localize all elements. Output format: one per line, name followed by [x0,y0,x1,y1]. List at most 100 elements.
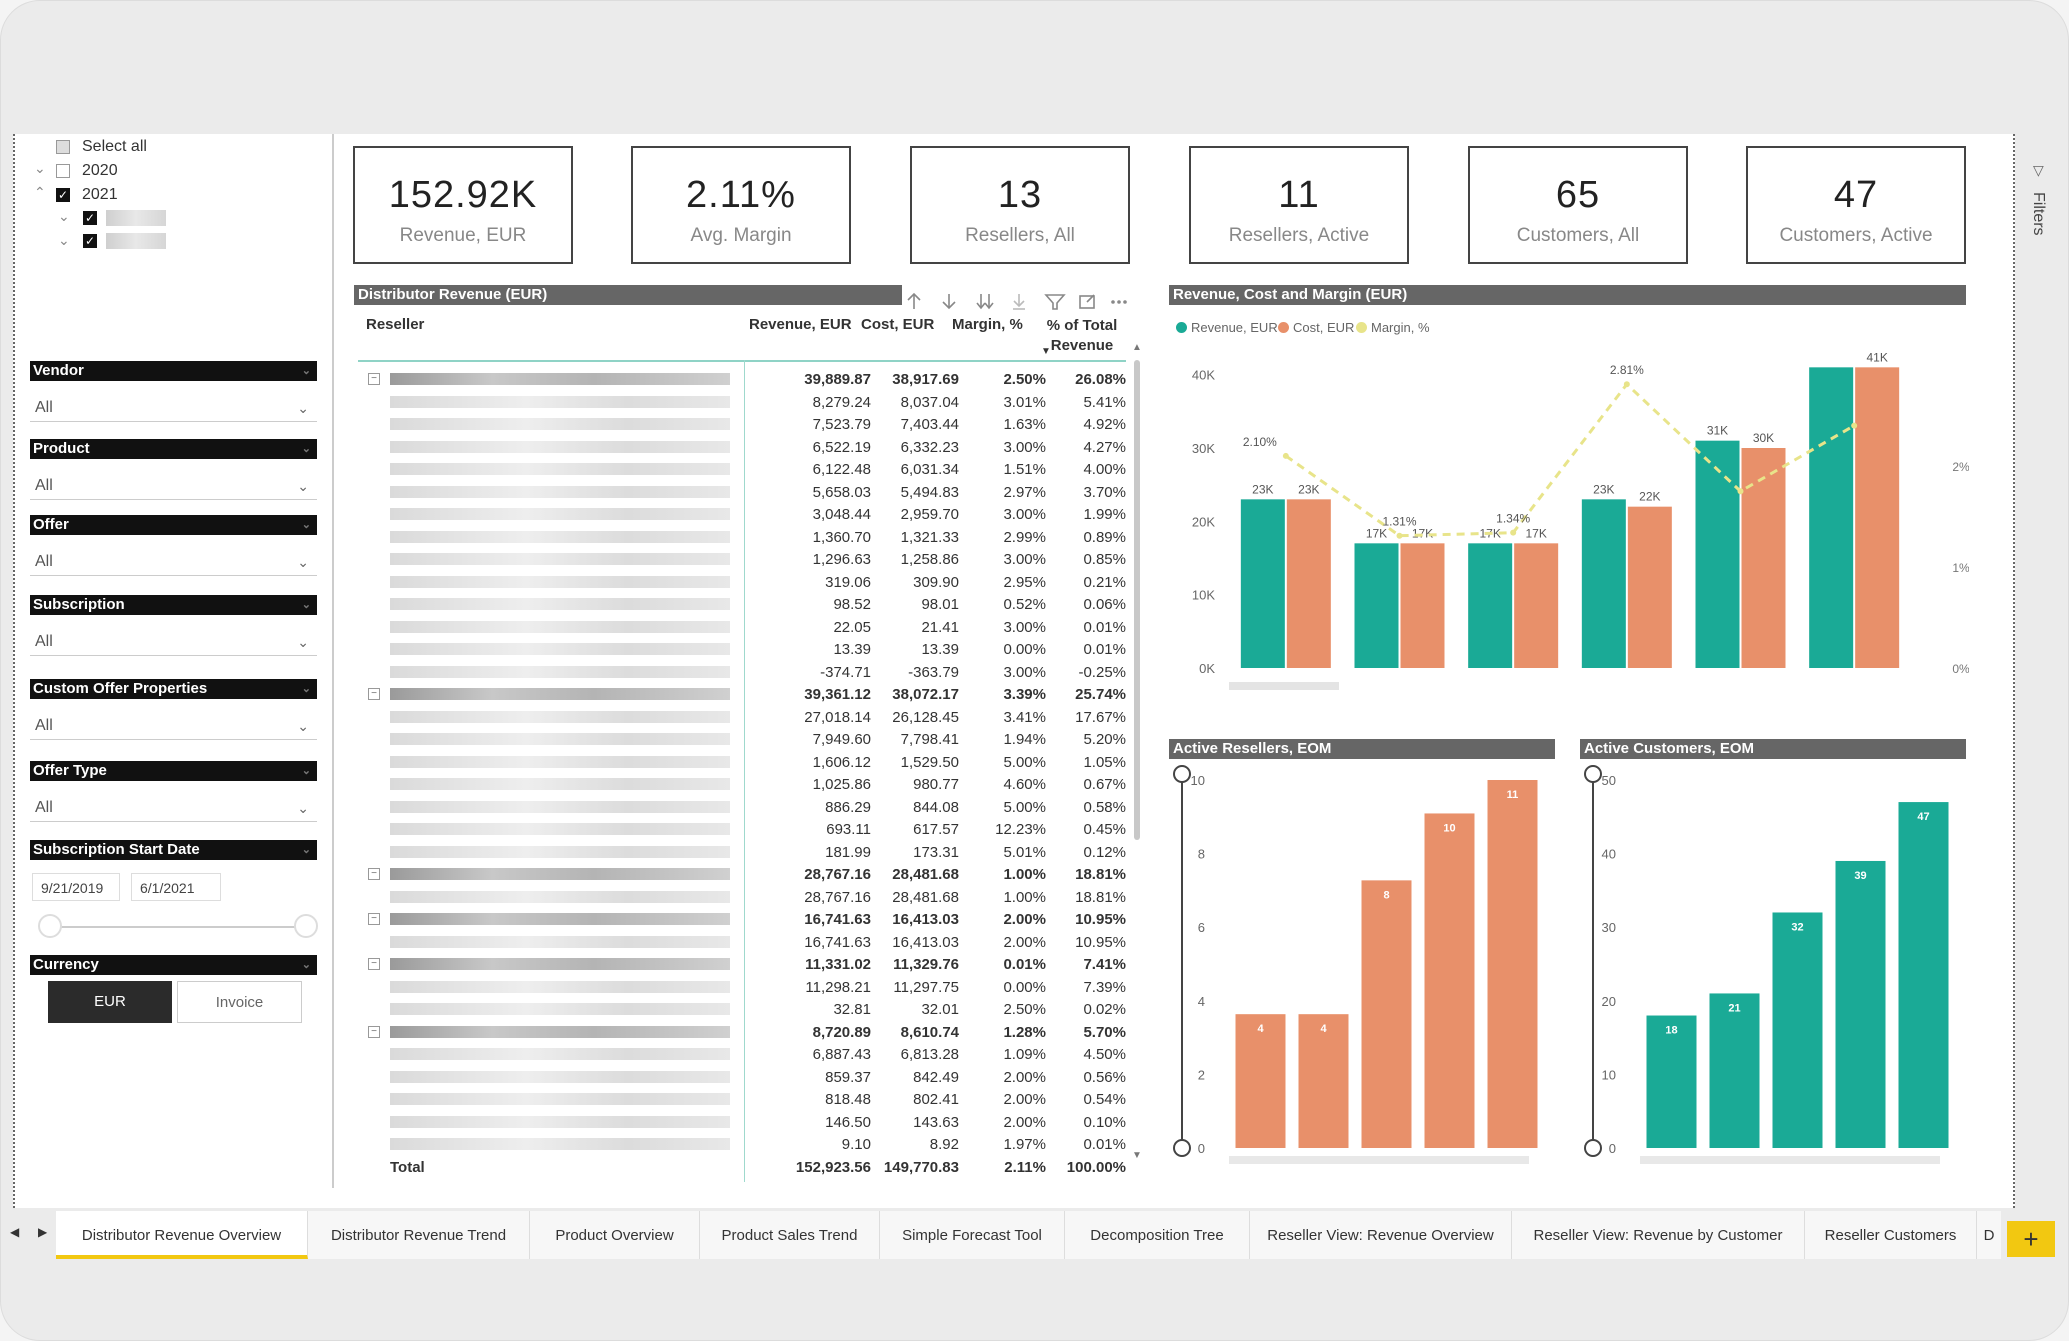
tab-scroll-right-icon[interactable]: ▶ [38,1225,48,1239]
table-row[interactable]: 28,767.16 28,481.68 1.00% 18.81% [354,886,1134,908]
drill-down-icon[interactable] [976,294,994,310]
tab-reseller-revenue-by-customer[interactable]: Reseller View: Revenue by Customer [1512,1211,1805,1259]
table-row[interactable]: 146.50 143.63 2.00% 0.10% [354,1111,1134,1133]
table-row[interactable]: 6,122.48 6,031.34 1.51% 4.00% [354,458,1134,480]
table-row[interactable]: -374.71 -363.79 3.00% -0.25% [354,661,1134,683]
offer-type-dropdown[interactable]: All ⌄ [30,794,317,822]
custom-offer-dropdown[interactable]: All ⌄ [30,712,317,740]
date-range-start-handle[interactable] [38,914,62,938]
table-group-row[interactable]: − 39,889.87 38,917.69 2.50% 26.08% [354,368,1134,390]
table-group-row[interactable]: − 11,331.02 11,329.76 0.01% 7.41% [354,953,1134,975]
kpi-card-margin[interactable]: 2.11% Avg. Margin [631,146,851,264]
table-row[interactable]: 13.39 13.39 0.00% 0.01% [354,638,1134,660]
filters-pane-toggle[interactable]: ▽ Filters [2025,160,2055,260]
tab-overflow[interactable]: D [1977,1211,2001,1259]
chevron-down-icon[interactable]: ⌄ [58,208,70,224]
select-all-item[interactable]: Select all [56,138,147,156]
tab-reseller-revenue-overview[interactable]: Reseller View: Revenue Overview [1250,1211,1512,1259]
tab-reseller-customers[interactable]: Reseller Customers [1805,1211,1977,1259]
col-header-revenue[interactable]: Revenue, EUR [749,316,852,333]
collapse-icon[interactable]: − [368,958,380,970]
sort-up-icon[interactable] [907,292,921,309]
scrollbar-thumb[interactable] [1134,360,1140,840]
tab-product-overview[interactable]: Product Overview [530,1211,700,1259]
chevron-up-icon[interactable]: ⌃ [34,184,46,200]
table-group-row[interactable]: − 16,741.63 16,413.03 2.00% 10.95% [354,908,1134,930]
table-row[interactable]: 32.81 32.01 2.50% 0.02% [354,998,1134,1020]
currency-eur-button[interactable]: EUR [48,981,172,1023]
table-group-row[interactable]: − 28,767.16 28,481.68 1.00% 18.81% [354,863,1134,885]
col-header-margin[interactable]: Margin, % [952,316,1023,333]
select-all-checkbox[interactable] [56,140,70,154]
tab-product-sales-trend[interactable]: Product Sales Trend [700,1211,880,1259]
table-row[interactable]: 818.48 802.41 2.00% 0.54% [354,1088,1134,1110]
table-group-row[interactable]: − 8,720.89 8,610.74 1.28% 5.70% [354,1021,1134,1043]
year-item-2021[interactable]: ✓ 2021 [56,186,118,204]
scroll-down-icon[interactable]: ▼ [1132,1150,1142,1161]
collapse-icon[interactable]: − [368,373,380,385]
table-row[interactable]: 6,887.43 6,813.28 1.09% 4.50% [354,1043,1134,1065]
table-row[interactable]: 859.37 842.49 2.00% 0.56% [354,1066,1134,1088]
table-row[interactable]: 1,360.70 1,321.33 2.99% 0.89% [354,526,1134,548]
table-row[interactable]: 11,298.21 11,297.75 0.00% 7.39% [354,976,1134,998]
table-row[interactable]: 16,741.63 16,413.03 2.00% 10.95% [354,931,1134,953]
table-row[interactable]: 9.10 8.92 1.97% 0.01% [354,1133,1134,1155]
table-row[interactable]: 5,658.03 5,494.83 2.97% 3.70% [354,481,1134,503]
tab-scroll-left-icon[interactable]: ◀ [10,1225,20,1239]
year-2020-checkbox[interactable] [56,164,70,178]
table-row[interactable]: 8,279.24 8,037.04 3.01% 5.41% [354,391,1134,413]
currency-invoice-button[interactable]: Invoice [177,981,302,1023]
legend-cost[interactable]: Cost, EUR [1278,320,1354,335]
table-group-row[interactable]: − 39,361.12 38,072.17 3.39% 25.74% [354,683,1134,705]
table-row[interactable]: 6,522.19 6,332.23 3.00% 4.27% [354,436,1134,458]
date-range-end-handle[interactable] [294,914,318,938]
chevron-down-icon[interactable]: ⌄ [34,160,46,176]
table-row[interactable]: 319.06 309.90 2.95% 0.21% [354,571,1134,593]
year-2021-checkbox[interactable]: ✓ [56,188,70,202]
col-header-cost[interactable]: Cost, EUR [861,316,935,333]
table-row[interactable]: 1,025.86 980.77 4.60% 0.67% [354,773,1134,795]
focus-mode-icon[interactable] [1079,294,1095,309]
collapse-icon[interactable]: − [368,1025,380,1038]
collapse-icon[interactable]: − [368,913,380,925]
expand-hierarchy-icon[interactable] [1013,294,1025,310]
add-page-button[interactable]: + [2007,1221,2055,1257]
table-row[interactable]: 27,018.14 26,128.45 3.41% 17.67% [354,706,1134,728]
legend-revenue[interactable]: Revenue, EUR [1176,320,1278,335]
table-row[interactable]: 886.29 844.08 5.00% 0.58% [354,796,1134,818]
tab-distributor-revenue-trend[interactable]: Distributor Revenue Trend [308,1211,530,1259]
table-row[interactable]: 7,523.79 7,403.44 1.63% 4.92% [354,413,1134,435]
collapse-icon[interactable]: − [368,868,380,880]
kpi-card-resellers-active[interactable]: 11 Resellers, Active [1189,146,1409,264]
end-date-input[interactable]: 6/1/2021 [131,873,221,901]
table-row[interactable]: 693.11 617.57 12.23% 0.45% [354,818,1134,840]
kpi-card-customers-all[interactable]: 65 Customers, All [1468,146,1688,264]
table-row[interactable]: 22.05 21.41 3.00% 0.01% [354,616,1134,638]
legend-margin[interactable]: Margin, % [1356,320,1430,335]
table-row[interactable]: 1,296.63 1,258.86 3.00% 0.85% [354,548,1134,570]
table-scrollbar[interactable]: ▲ ▼ [1132,342,1142,1172]
col-header-reseller[interactable]: Reseller [366,316,425,333]
table-row[interactable]: 1,606.12 1,529.50 5.00% 1.05% [354,751,1134,773]
chevron-down-icon[interactable]: ⌄ [58,232,70,248]
start-date-input[interactable]: 9/21/2019 [32,873,120,901]
more-options-icon[interactable] [1111,300,1127,304]
col-header-pct[interactable]: % of Total Revenue [1046,317,1118,354]
subscription-dropdown[interactable]: All ⌄ [30,628,317,656]
table-row[interactable]: 7,949.60 7,798.41 1.94% 5.20% [354,728,1134,750]
kpi-card-resellers-all[interactable]: 13 Resellers, All [910,146,1130,264]
table-row[interactable]: 3,048.44 2,959.70 3.00% 1.99% [354,503,1134,525]
filter-icon[interactable] [1044,294,1066,310]
month-checkbox[interactable]: ✓ [83,234,97,248]
kpi-card-revenue[interactable]: 152.92K Revenue, EUR [353,146,573,264]
collapse-icon[interactable]: − [368,688,380,700]
vendor-dropdown[interactable]: All ⌄ [30,394,317,422]
table-row[interactable]: 98.52 98.01 0.52% 0.06% [354,593,1134,615]
kpi-card-customers-active[interactable]: 47 Customers, Active [1746,146,1966,264]
tab-decomposition-tree[interactable]: Decomposition Tree [1065,1211,1250,1259]
year-item-2020[interactable]: 2020 [56,162,118,180]
offer-dropdown[interactable]: All ⌄ [30,548,317,576]
tab-distributor-revenue-overview[interactable]: Distributor Revenue Overview [56,1211,308,1259]
scroll-up-icon[interactable]: ▲ [1132,342,1142,353]
product-dropdown[interactable]: All ⌄ [30,472,317,500]
